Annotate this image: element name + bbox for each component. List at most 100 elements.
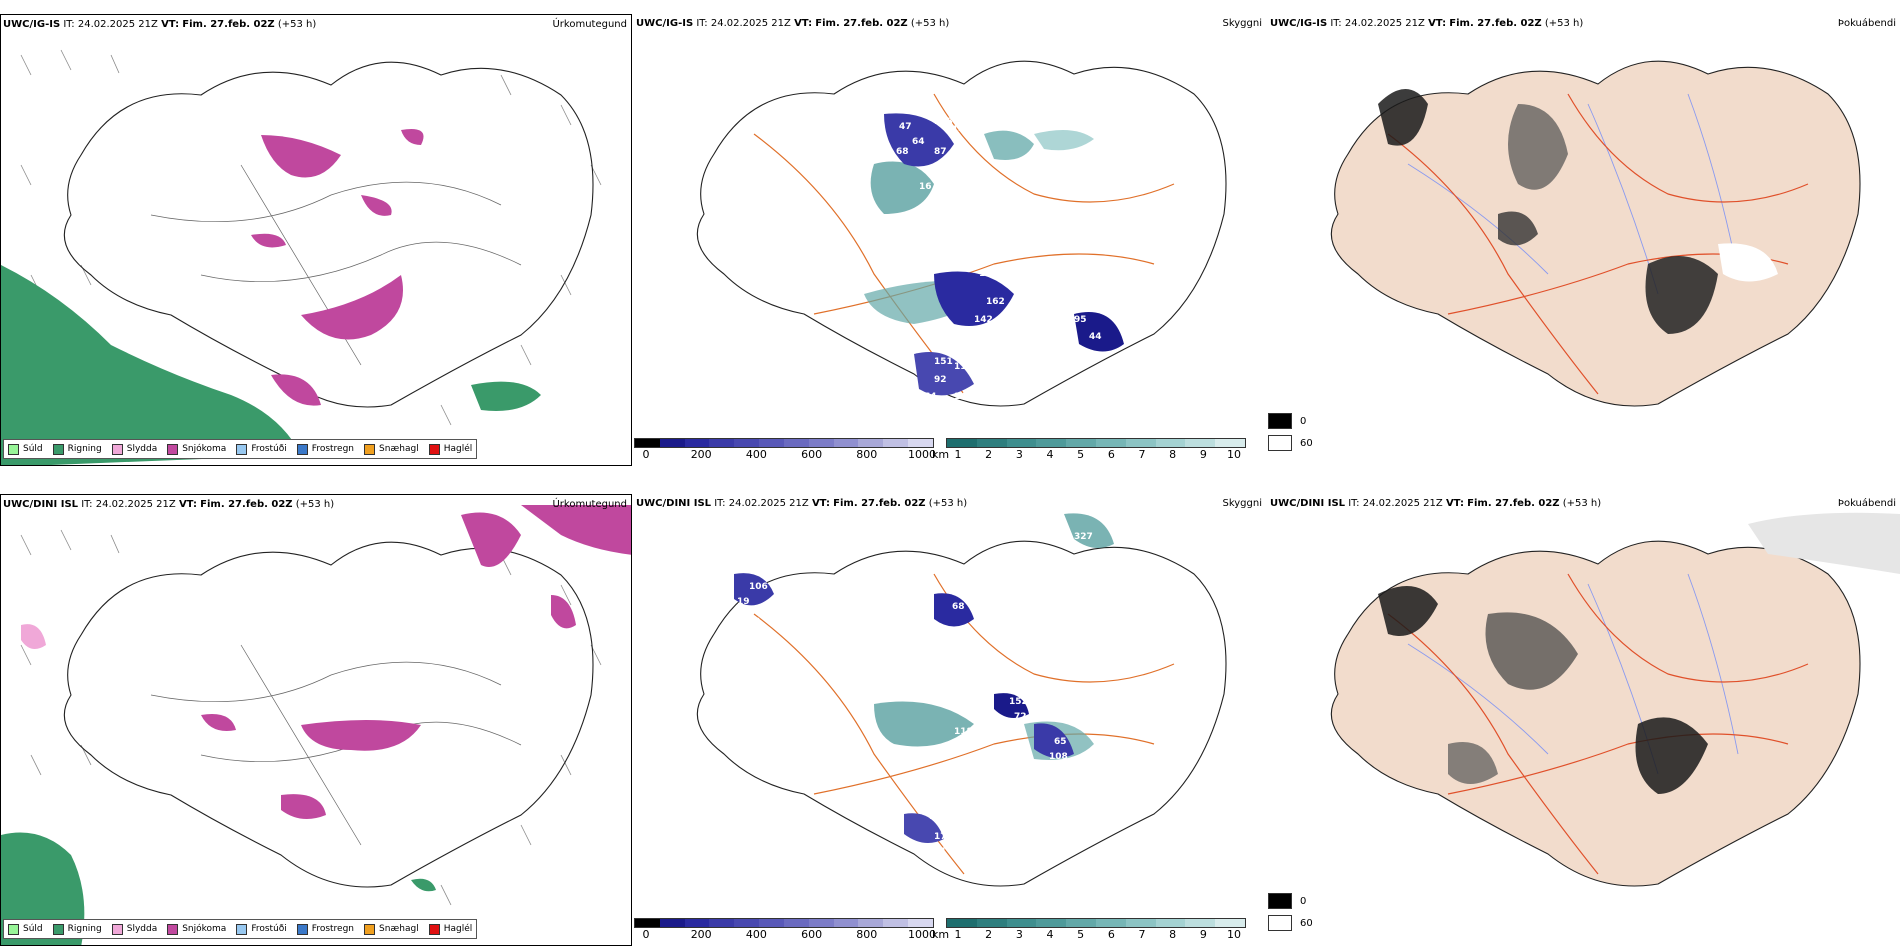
legend-swatch — [111, 443, 123, 455]
legend-label: Snæhagl — [379, 444, 419, 454]
fog-area — [1378, 89, 1428, 146]
snow-area — [261, 135, 341, 178]
colorbar-cell — [1036, 439, 1067, 447]
colorbar-cell — [783, 919, 809, 927]
fog-legend-label: 0 — [1300, 415, 1307, 427]
ceiling-value-label: 106 — [749, 582, 768, 592]
snow-area — [301, 275, 403, 340]
ceiling-value-label: 61 — [969, 237, 982, 247]
ceiling-value-label: 56 — [1104, 787, 1117, 797]
snow-area — [401, 129, 424, 145]
fog-legend-swatch — [1268, 413, 1292, 429]
colorbar-cell — [1095, 919, 1126, 927]
legend-label: Súld — [23, 924, 43, 934]
legend-label: Frostúði — [251, 444, 287, 454]
colorbar-cell — [833, 439, 859, 447]
panel-title: Þokuábendi — [1837, 18, 1896, 29]
legend-item: Haglél — [428, 443, 473, 455]
fog-legend-item: 60 — [1268, 912, 1313, 934]
ceiling-value-label: 3 — [754, 617, 760, 627]
colorbar-tick: 9 — [1199, 448, 1207, 461]
fog-area — [1748, 512, 1900, 574]
colorbar-tick: 0 — [642, 928, 650, 941]
snow-area — [551, 595, 576, 629]
colorbar-cell — [783, 439, 809, 447]
colorbar-tick: 400 — [745, 448, 767, 461]
ceiling-value-label: 101 — [979, 269, 998, 279]
legend-label: Haglél — [443, 444, 473, 454]
panel-header: UWC/IG-IS IT: 24.02.2025 21Z VT: Fim. 27… — [636, 18, 950, 29]
panel-header: UWC/DINI ISL IT: 24.02.2025 21Z VT: Fim.… — [3, 499, 335, 510]
colorbar-cell — [883, 439, 909, 447]
snow-area — [251, 233, 286, 248]
legend-label: Haglél — [443, 924, 473, 934]
legend-label: Slydda — [126, 924, 158, 934]
precip-map — [1, 505, 631, 945]
ceiling-value-label: 108 — [1049, 752, 1068, 762]
panel-title: Skyggni — [1222, 18, 1262, 29]
fog-area — [1635, 717, 1708, 794]
legend-item: Frostúði — [236, 443, 287, 455]
colorbar-tick: 10 — [1227, 928, 1241, 941]
precip-type-panel-dini: UWC/DINI ISL IT: 24.02.2025 21Z VT: Fim.… — [0, 494, 632, 946]
fog-legend-item: 0 — [1268, 410, 1313, 432]
ceiling-value-label: 118 — [954, 362, 973, 372]
panel-title: Skyggni — [1222, 498, 1262, 509]
ceiling-value-label: 87 — [934, 147, 947, 157]
colorbar-tick: 6 — [1107, 448, 1115, 461]
ceiling-colorbar: m02004006008001000 — [634, 918, 936, 941]
ceiling-value-label: 64 — [912, 137, 925, 147]
iceland-outline — [63, 541, 594, 888]
ceiling-visibility-panel-dini: UWC/DINI ISL IT: 24.02.2025 21Z VT: Fim.… — [634, 494, 1266, 946]
panel-header: UWC/IG-IS IT: 24.02.2025 21Z VT: Fim. 27… — [1270, 18, 1584, 29]
colorbar-tick: 8 — [1169, 928, 1177, 941]
ceiling-value-label: 65 — [1054, 737, 1067, 747]
colorbar-cell — [947, 919, 977, 927]
colorbar-cell — [659, 919, 685, 927]
legend-label: Frostregn — [311, 924, 355, 934]
snow-area — [301, 720, 421, 751]
low-visibility-area — [984, 130, 1034, 160]
fog-area — [1448, 742, 1498, 784]
precip-type-legend: Súld Rigning Slydda Snjókoma Frostúði Frostre… — [3, 919, 478, 939]
colorbar-cell — [684, 439, 710, 447]
colorbar-tick: 800 — [856, 448, 878, 461]
low-ceiling-area — [884, 113, 954, 167]
snow-area — [361, 195, 392, 216]
legend-label: Frostúði — [251, 924, 287, 934]
fog-area — [1718, 243, 1778, 282]
colorbar-cell — [1155, 439, 1186, 447]
ceiling-colorbar: m02004006008001000 — [634, 438, 936, 461]
colorbar-tick: 1 — [954, 448, 962, 461]
ceiling-value-label: 70 — [954, 172, 967, 182]
roads — [1387, 573, 1809, 875]
fog-indicator-legend: 0 60 — [1268, 890, 1313, 934]
legend-swatch — [8, 443, 19, 455]
low-visibility-area — [874, 701, 974, 747]
ceiling-value-label: 17 — [674, 892, 687, 902]
colorbar-cell — [883, 919, 909, 927]
iceland-land — [1330, 540, 1861, 887]
rain-area — [1, 832, 85, 945]
ceiling-value-label: 162 — [986, 297, 1005, 307]
ceiling-value-label: 91 — [934, 847, 947, 857]
colorbar-tick: 7 — [1138, 928, 1146, 941]
legend-item: Frostregn — [296, 923, 355, 935]
low-ceiling-area — [1074, 312, 1124, 352]
iceland-outline — [63, 61, 594, 408]
legend-label: Slydda — [126, 444, 158, 454]
colorbar-cell — [1066, 919, 1096, 927]
legend-item: Rigning — [52, 923, 102, 935]
colorbar-cell — [1006, 919, 1037, 927]
ceiling-value-label: 149 — [952, 125, 971, 135]
colorbar-cell — [1185, 919, 1216, 927]
visibility-map: 846 327 106 19 68 3 152 72 86 65 118 108 152 56 99 17 91… — [674, 497, 1227, 902]
legend-item: Rigning — [52, 443, 102, 455]
colorbar-tick: 7 — [1138, 448, 1146, 461]
colorbar-cell — [908, 919, 933, 927]
colorbar-tick: 200 — [690, 448, 712, 461]
ceiling-value-label: 68 — [896, 147, 909, 157]
colorbar-tick: 4 — [1046, 928, 1054, 941]
legend-label: Snjókoma — [182, 444, 227, 454]
